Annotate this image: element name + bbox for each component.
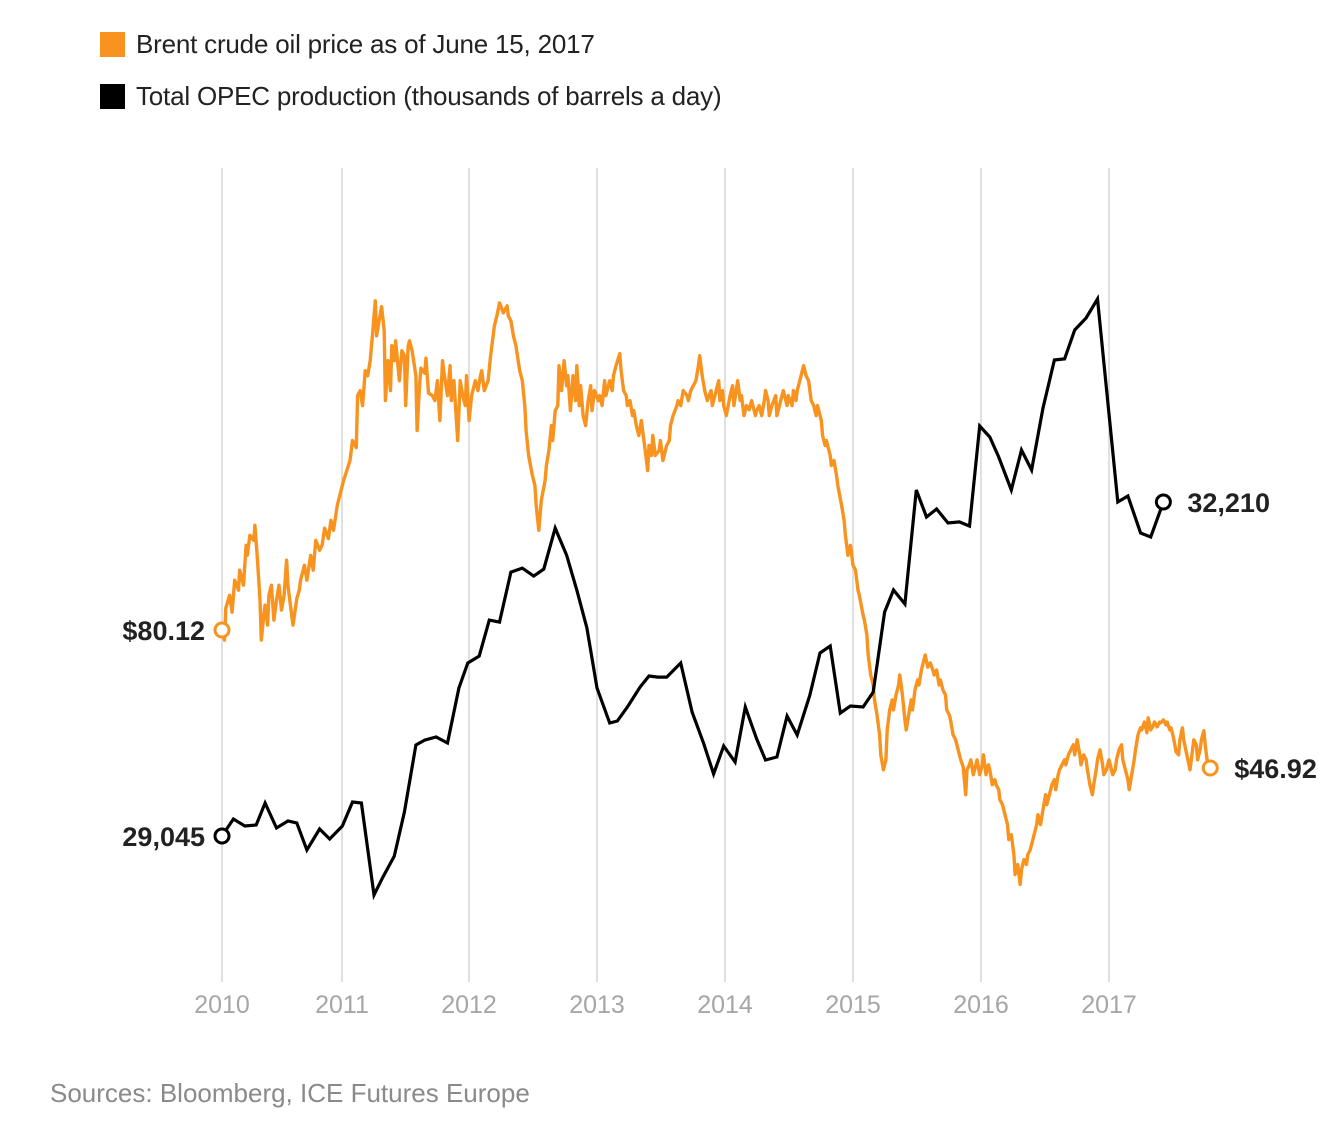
legend-label-opec: Total OPEC production (thousands of barr… bbox=[136, 80, 722, 111]
start-marker-opec bbox=[213, 827, 231, 845]
x-tick-label-2012: 2012 bbox=[441, 991, 497, 1019]
x-tick-label-2014: 2014 bbox=[697, 991, 753, 1019]
series-line-brent bbox=[220, 299, 1212, 887]
legend-item-opec: Total OPEC production (thousands of barr… bbox=[100, 78, 722, 114]
endpoint-labels: $80.12 $46.92 29,045 32,210 bbox=[122, 488, 1316, 852]
start-label-opec: 29,045 bbox=[122, 822, 205, 852]
series-lines bbox=[220, 294, 1212, 901]
x-tick-label-2013: 2013 bbox=[569, 991, 625, 1019]
series-line-opec bbox=[220, 294, 1165, 901]
legend-swatch-opec bbox=[100, 83, 125, 109]
end-marker-brent bbox=[1201, 759, 1219, 777]
x-tick-label-2015: 2015 bbox=[825, 991, 881, 1019]
end-label-brent: $46.92 bbox=[1234, 754, 1317, 784]
x-axis-tick-labels: 2010 2011 2012 2013 2014 2015 2016 2017 bbox=[194, 991, 1137, 1019]
end-marker-opec bbox=[1154, 493, 1172, 511]
gridlines bbox=[221, 168, 1110, 982]
x-tick-label-2016: 2016 bbox=[953, 991, 1009, 1019]
x-tick-label-2010: 2010 bbox=[194, 991, 250, 1019]
endpoint-markers bbox=[213, 493, 1219, 845]
end-label-opec: 32,210 bbox=[1187, 488, 1270, 518]
x-tick-label-2011: 2011 bbox=[315, 991, 369, 1019]
start-marker-brent bbox=[213, 621, 231, 639]
legend: Brent crude oil price as of June 15, 201… bbox=[100, 26, 722, 130]
start-label-brent: $80.12 bbox=[122, 616, 205, 646]
source-note: Sources: Bloomberg, ICE Futures Europe bbox=[50, 1078, 530, 1108]
legend-label-brent: Brent crude oil price as of June 15, 201… bbox=[136, 28, 595, 59]
legend-swatch-brent bbox=[100, 31, 125, 57]
x-tick-label-2017: 2017 bbox=[1081, 991, 1137, 1019]
legend-item-brent: Brent crude oil price as of June 15, 201… bbox=[100, 26, 721, 62]
